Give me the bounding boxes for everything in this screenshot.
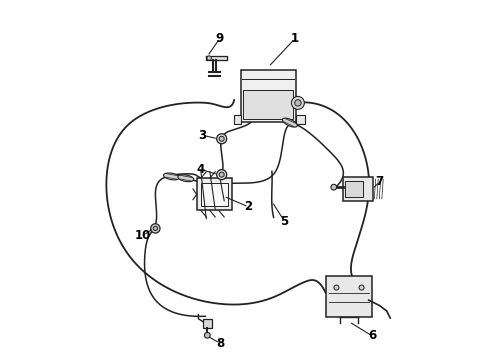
Circle shape: [151, 224, 160, 233]
Bar: [344, 181, 363, 197]
Ellipse shape: [178, 175, 194, 182]
Circle shape: [204, 332, 210, 338]
Text: 5: 5: [280, 215, 289, 228]
Circle shape: [359, 285, 364, 290]
Circle shape: [334, 285, 339, 290]
Ellipse shape: [282, 118, 297, 127]
Text: 7: 7: [375, 175, 384, 188]
Polygon shape: [296, 114, 305, 123]
Circle shape: [331, 184, 337, 190]
Text: 3: 3: [198, 129, 206, 142]
Bar: [244, 90, 293, 119]
Text: 8: 8: [216, 337, 224, 350]
Text: 1: 1: [291, 32, 299, 45]
Text: 2: 2: [245, 201, 253, 213]
Circle shape: [294, 100, 301, 106]
Text: 6: 6: [368, 329, 376, 342]
Circle shape: [219, 172, 224, 177]
Circle shape: [217, 170, 227, 180]
Ellipse shape: [164, 173, 179, 180]
Polygon shape: [205, 56, 227, 60]
Bar: [343, 177, 373, 201]
Text: 9: 9: [216, 32, 224, 45]
Bar: [203, 319, 212, 328]
Bar: [241, 70, 296, 122]
Text: 4: 4: [196, 163, 204, 176]
Circle shape: [217, 134, 227, 144]
Circle shape: [219, 136, 224, 141]
Bar: [326, 276, 372, 317]
Polygon shape: [234, 114, 241, 123]
Circle shape: [207, 56, 211, 60]
Circle shape: [153, 226, 157, 230]
Text: 10: 10: [135, 229, 151, 242]
Circle shape: [292, 96, 304, 109]
Bar: [201, 183, 228, 206]
Bar: [196, 178, 232, 211]
